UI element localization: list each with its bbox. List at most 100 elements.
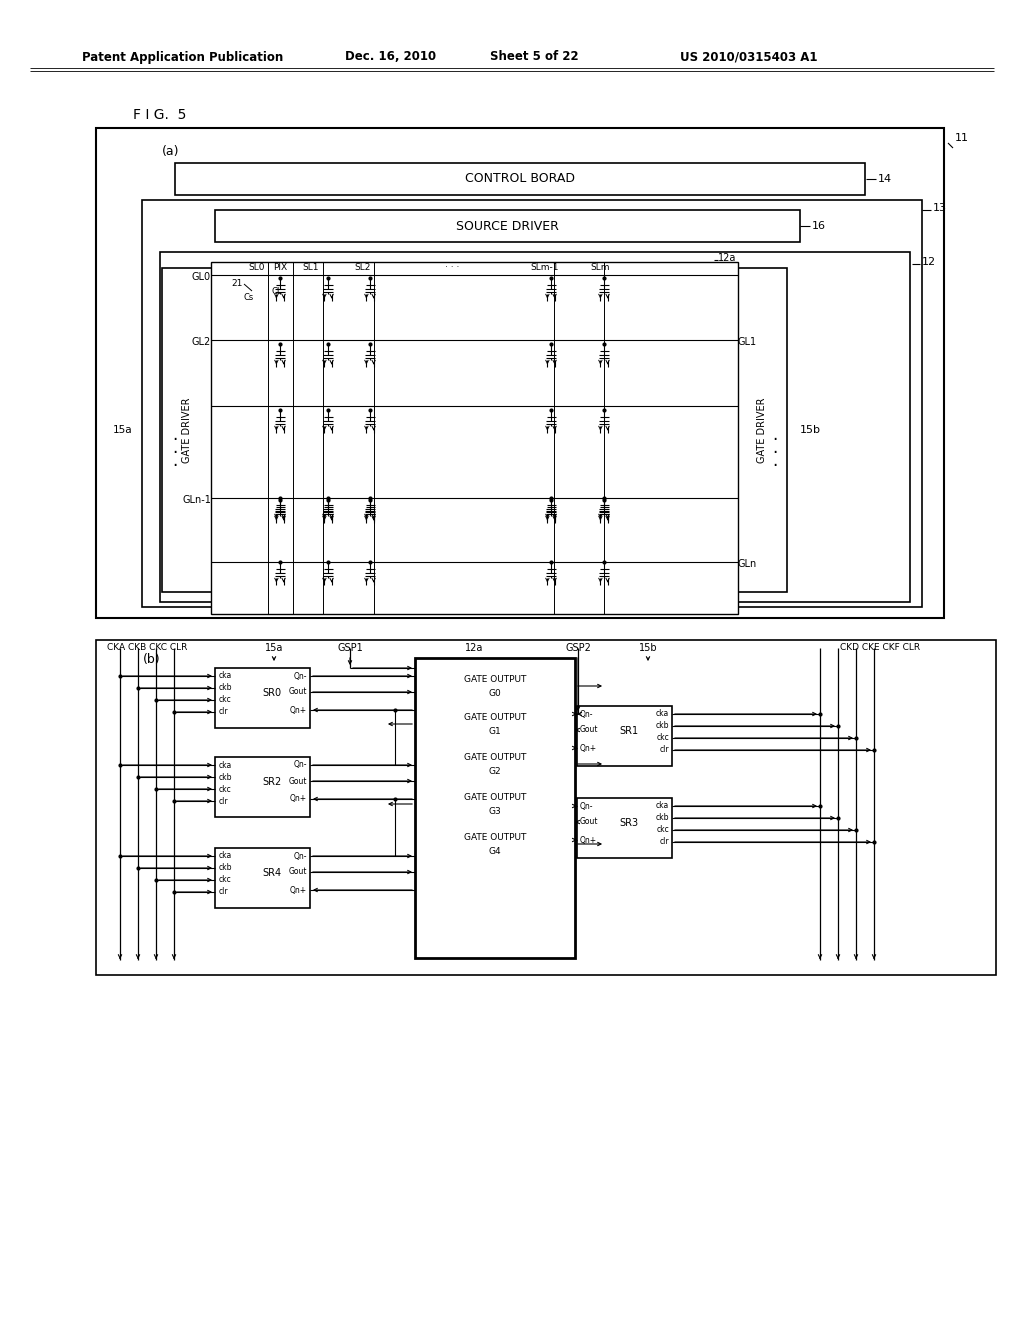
Bar (215, 847, 310, 908)
Text: G1: G1 (488, 726, 502, 735)
Text: Gout: Gout (289, 776, 307, 785)
Text: ·: · (172, 444, 177, 462)
Text: clr: clr (219, 887, 228, 896)
Text: Qn+: Qn+ (580, 743, 597, 752)
Text: ckc: ckc (656, 825, 669, 834)
Text: Qn-: Qn- (294, 851, 307, 861)
Text: Qn-: Qn- (580, 801, 594, 810)
Text: Patent Application Publication: Patent Application Publication (82, 50, 284, 63)
Text: Qn+: Qn+ (290, 886, 307, 895)
Text: clr: clr (219, 796, 228, 805)
Text: G0: G0 (488, 689, 502, 697)
Text: 15b: 15b (639, 643, 657, 653)
Bar (215, 756, 310, 817)
Text: Gout: Gout (580, 817, 598, 826)
Text: · · ·: · · · (444, 264, 459, 272)
Text: GATE DRIVER: GATE DRIVER (182, 397, 193, 463)
Text: SL1: SL1 (303, 264, 319, 272)
Text: Cs: Cs (244, 293, 254, 301)
Text: G4: G4 (488, 846, 502, 855)
Text: SR1: SR1 (620, 726, 639, 737)
Text: Qn-: Qn- (294, 760, 307, 770)
Text: Qn+: Qn+ (290, 705, 307, 714)
Text: ckc: ckc (219, 696, 231, 705)
Text: Qn-: Qn- (580, 710, 594, 718)
Text: clr: clr (659, 746, 669, 755)
Text: GATE OUTPUT: GATE OUTPUT (464, 754, 526, 763)
Text: ckc: ckc (219, 784, 231, 793)
Bar (96, 128, 944, 618)
Text: SR2: SR2 (262, 777, 282, 787)
Text: GLn-1: GLn-1 (182, 495, 211, 506)
Text: SR3: SR3 (620, 818, 639, 828)
Bar (160, 252, 910, 602)
Bar (162, 268, 212, 591)
Text: GATE OUTPUT: GATE OUTPUT (464, 714, 526, 722)
Bar (142, 201, 922, 607)
Text: 12: 12 (922, 257, 936, 267)
Text: US 2010/0315403 A1: US 2010/0315403 A1 (680, 50, 817, 63)
Text: ckb: ckb (219, 772, 232, 781)
Text: Qn+: Qn+ (580, 836, 597, 845)
Text: SLm: SLm (590, 264, 609, 272)
Text: ckc: ckc (219, 875, 231, 884)
Text: 15b: 15b (800, 425, 821, 436)
Text: Qn+: Qn+ (290, 795, 307, 804)
Text: SOURCE DRIVER: SOURCE DRIVER (456, 219, 559, 232)
Text: ckb: ckb (219, 684, 232, 693)
Text: Qn-: Qn- (294, 672, 307, 681)
Text: 11: 11 (955, 133, 969, 143)
Text: ckb: ckb (655, 813, 669, 822)
Text: (b): (b) (143, 653, 161, 667)
Text: Gout: Gout (289, 688, 307, 697)
Text: GLn: GLn (737, 558, 757, 569)
Text: clr: clr (219, 708, 228, 717)
Bar (577, 706, 672, 766)
Text: cka: cka (655, 710, 669, 718)
Text: SR0: SR0 (262, 688, 282, 698)
Text: 14: 14 (878, 174, 892, 183)
Text: GL0: GL0 (191, 272, 211, 282)
Bar (415, 657, 575, 958)
Bar (215, 210, 800, 242)
Text: 21: 21 (231, 279, 243, 288)
Text: ·: · (772, 457, 777, 475)
Text: ·: · (772, 444, 777, 462)
Text: clr: clr (659, 837, 669, 846)
Text: 15a: 15a (265, 643, 284, 653)
Bar (211, 261, 738, 614)
Text: (a): (a) (162, 145, 179, 158)
Text: cka: cka (219, 760, 232, 770)
Text: GL1: GL1 (737, 337, 756, 347)
Text: SL0: SL0 (249, 264, 265, 272)
Text: CONTROL BORAD: CONTROL BORAD (465, 173, 575, 186)
Bar (175, 162, 865, 195)
Text: ·: · (172, 457, 177, 475)
Text: 16: 16 (812, 220, 826, 231)
Text: GL2: GL2 (191, 337, 211, 347)
Text: ·: · (172, 432, 177, 449)
Bar (96, 640, 996, 975)
Text: CKA CKB CKC CLR: CKA CKB CKC CLR (106, 644, 187, 652)
Text: SLm-1: SLm-1 (530, 264, 559, 272)
Text: 13: 13 (933, 203, 947, 213)
Text: SR4: SR4 (262, 869, 282, 878)
Bar (577, 799, 672, 858)
Text: F I G.  5: F I G. 5 (133, 108, 186, 121)
Text: PIX: PIX (273, 264, 287, 272)
Text: 15a: 15a (113, 425, 132, 436)
Text: G2: G2 (488, 767, 502, 776)
Text: CL: CL (272, 288, 283, 297)
Text: cka: cka (219, 672, 232, 681)
Text: GATE DRIVER: GATE DRIVER (757, 397, 767, 463)
Text: GSP1: GSP1 (337, 643, 362, 653)
Text: cka: cka (655, 801, 669, 810)
Text: Gout: Gout (580, 726, 598, 734)
Text: 12a: 12a (465, 643, 483, 653)
Text: Gout: Gout (289, 867, 307, 876)
Text: CKD CKE CKF CLR: CKD CKE CKF CLR (840, 644, 921, 652)
Text: GATE OUTPUT: GATE OUTPUT (464, 833, 526, 842)
Text: ckc: ckc (656, 734, 669, 742)
Text: ckb: ckb (655, 722, 669, 730)
Text: G3: G3 (488, 807, 502, 816)
